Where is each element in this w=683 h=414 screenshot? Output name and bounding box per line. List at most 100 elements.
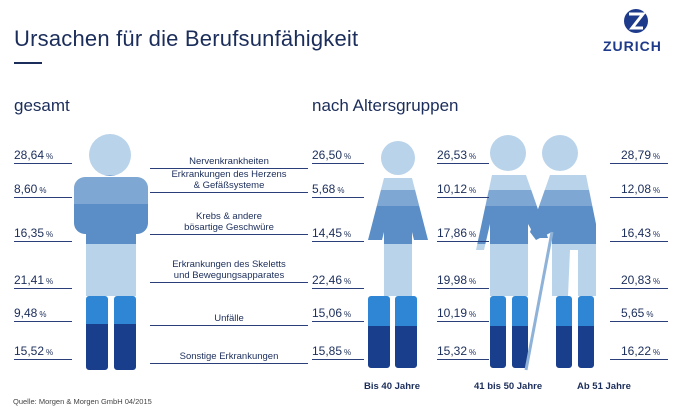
value-number: 12,08 [621, 182, 652, 196]
value-number: 28,64 [14, 148, 45, 162]
value-underline [312, 241, 364, 242]
band-skelett [530, 244, 596, 296]
value-unit: % [469, 310, 477, 319]
category-line: Sonstige Erkrankungen [179, 351, 279, 362]
value-unit: % [469, 152, 477, 161]
category-line: Nervenkrankheiten [189, 156, 269, 167]
value-number: 15,85 [312, 344, 343, 358]
value-unit: % [46, 152, 54, 161]
value-label-ab51-4: 5,65% [621, 306, 653, 320]
band-sonstige [74, 324, 148, 370]
band-sonstige [530, 326, 596, 368]
value-label-41-50-4: 10,19% [437, 306, 476, 320]
value-unit: % [653, 277, 661, 286]
value-label-bis40-3: 22,46% [312, 273, 351, 287]
value-underline [14, 288, 72, 289]
value-unit: % [653, 348, 661, 357]
figure-ab-51 [530, 135, 596, 368]
band-herz [530, 190, 596, 206]
value-unit: % [344, 230, 352, 239]
band-sonstige [368, 326, 428, 368]
section-total: gesamt [14, 96, 70, 115]
value-label-ab51-0: 28,79% [621, 148, 660, 162]
value-underline [610, 163, 668, 164]
category-label-4: Unfälle [148, 313, 310, 324]
value-unit: % [344, 348, 352, 357]
caption-bis-40: Bis 40 Jahre [364, 381, 420, 392]
value-unit: % [39, 310, 47, 319]
value-number: 9,48 [14, 306, 38, 320]
value-label-bis40-0: 26,50% [312, 148, 351, 162]
value-label-ab51-2: 16,43% [621, 226, 660, 240]
category-underline [150, 168, 308, 169]
value-label-total-3: 21,41% [14, 273, 53, 287]
value-underline [437, 288, 489, 289]
value-unit: % [344, 152, 352, 161]
value-number: 16,43 [621, 226, 652, 240]
value-unit: % [46, 277, 54, 286]
value-label-ab51-1: 12,08% [621, 182, 660, 196]
category-line: Erkrankungen des Skeletts [172, 259, 286, 270]
category-line: & Gefäßsysteme [193, 180, 265, 191]
value-underline [437, 163, 489, 164]
band-herz [368, 190, 428, 206]
value-label-bis40-2: 14,45% [312, 226, 351, 240]
value-number: 10,19 [437, 306, 468, 320]
value-unit: % [469, 230, 477, 239]
value-unit: % [646, 310, 654, 319]
category-label-3: Erkrankungen des Skeletts und Bewegungsap… [148, 259, 310, 281]
value-label-total-2: 16,35% [14, 226, 53, 240]
zurich-logo-z [628, 12, 647, 30]
value-number: 19,98 [437, 273, 468, 287]
category-line: und Bewegungsapparates [173, 270, 285, 281]
value-underline [312, 163, 364, 164]
category-label-1: Erkrankungen des Herzens & Gefäßsysteme [148, 169, 310, 191]
band-sonstige [476, 326, 548, 368]
value-label-41-50-1: 10,12% [437, 182, 476, 196]
walking-cane [524, 231, 554, 371]
value-unit: % [469, 348, 477, 357]
band-skelett [74, 244, 148, 296]
band-nerven [368, 141, 428, 190]
value-number: 8,60 [14, 182, 38, 196]
band-skelett [368, 244, 428, 296]
value-underline [437, 197, 489, 198]
value-unit: % [39, 186, 47, 195]
value-label-ab51-3: 20,83% [621, 273, 660, 287]
band-unfaelle [74, 296, 148, 324]
value-underline [14, 197, 72, 198]
band-nerven [74, 134, 148, 175]
value-underline [437, 321, 489, 322]
section-age: nach Altersgruppen [312, 96, 459, 115]
category-underline [150, 282, 308, 283]
value-underline [14, 359, 72, 360]
category-line: Krebs & andere [195, 211, 262, 222]
category-underline [150, 363, 308, 364]
value-label-bis40-1: 5,68% [312, 182, 344, 196]
value-underline [312, 197, 364, 198]
value-unit: % [653, 152, 661, 161]
source-note: Quelle: Morgen & Morgen GmbH 04/2015 [13, 397, 152, 406]
value-number: 10,12 [437, 182, 468, 196]
band-unfaelle [368, 296, 428, 326]
title-underline [14, 62, 42, 64]
value-number: 5,68 [312, 182, 336, 196]
figure-bis-40 [368, 141, 428, 368]
zurich-logo [624, 9, 648, 33]
value-underline [312, 321, 364, 322]
value-underline [610, 197, 668, 198]
value-label-41-50-3: 19,98% [437, 273, 476, 287]
value-label-bis40-4: 15,06% [312, 306, 351, 320]
value-number: 16,35 [14, 226, 45, 240]
value-unit: % [469, 277, 477, 286]
band-nerven [530, 135, 596, 190]
value-underline [14, 163, 72, 164]
category-underline [150, 234, 308, 235]
value-number: 14,45 [312, 226, 343, 240]
band-krebs [74, 204, 148, 244]
value-underline [610, 321, 668, 322]
category-line: Erkrankungen des Herzens [171, 169, 287, 180]
value-underline [610, 288, 668, 289]
category-label-2: Krebs & andere bösartige Geschwüre [148, 211, 310, 233]
band-krebs [368, 206, 428, 244]
